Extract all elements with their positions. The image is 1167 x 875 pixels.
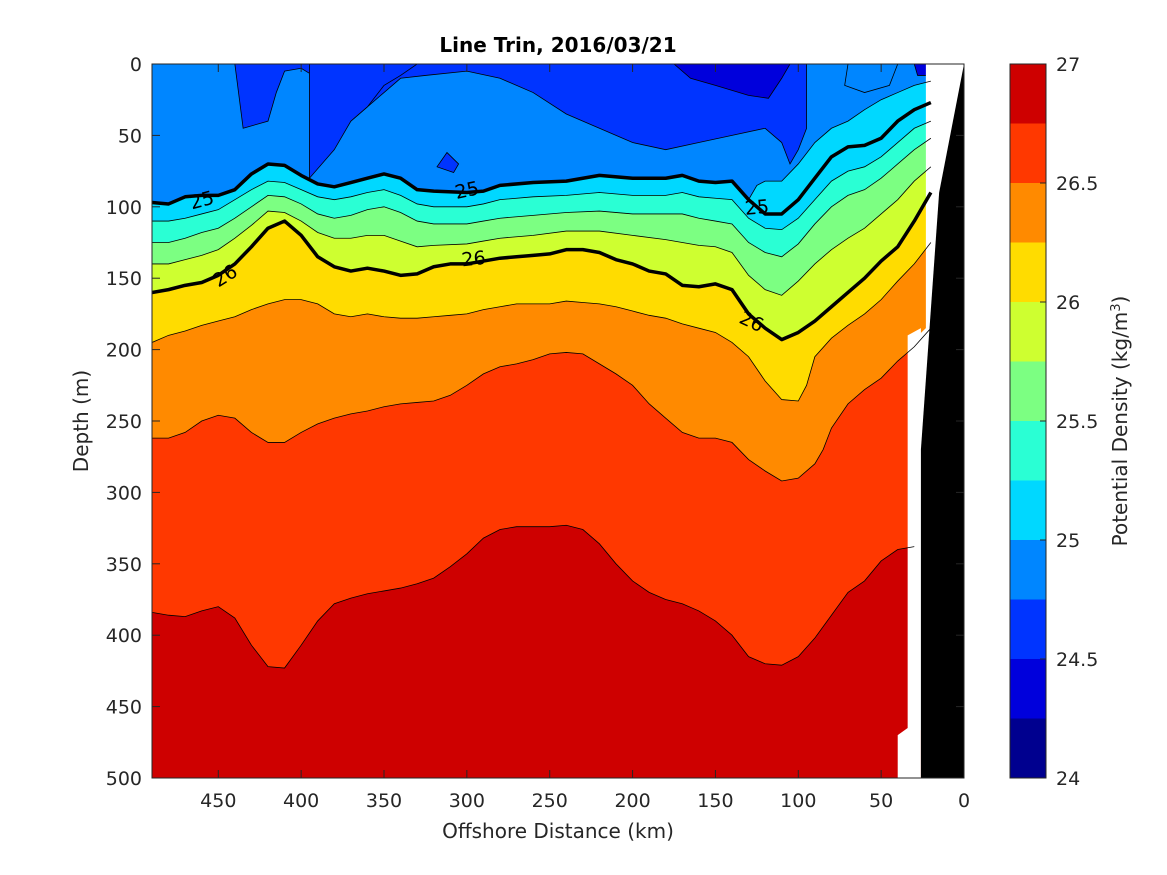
band-24-50-c [436,151,460,174]
chart-title: Line Trin, 2016/03/21 [439,33,676,57]
y-tick-label-150: 150 [106,268,142,290]
y-axis-label: Depth (m) [69,370,93,472]
band-26-75 [152,525,915,778]
y-tick-label-350: 350 [106,554,142,576]
y-tick-label-100: 100 [106,197,142,219]
x-tick-label-200: 200 [614,790,650,812]
colorbar-swatch-9 [1010,183,1046,243]
colorbar-swatch-4 [1010,480,1046,540]
y-tick-label-250: 250 [106,411,142,433]
colorbar-swatch-6 [1010,361,1046,421]
band-25-75-line [152,166,932,296]
colorbar-swatch-10 [1010,123,1046,183]
y-tick-label-200: 200 [106,340,142,362]
colorbar-swatch-5 [1010,421,1046,481]
x-axis: 450 400 350 300 250 200 150 100 50 0 [200,64,970,812]
colorbar-swatch-11 [1010,64,1046,124]
x-tick-label-400: 400 [283,790,319,812]
colorbar-tick-label-24.5: 24.5 [1056,649,1098,671]
y-tick-label-450: 450 [106,697,142,719]
band-24-50-b [309,64,418,180]
colorbar-swatch-1 [1010,659,1046,719]
x-tick-label-0: 0 [958,790,970,812]
band-24-75-b [844,64,899,93]
band-26-75-line [152,524,915,669]
colorbar-tick-label-25: 25 [1056,530,1080,552]
band-26-25-line [152,242,932,402]
x-tick-label-250: 250 [532,790,568,812]
colorbar-swatch-3 [1010,540,1046,600]
contour-25 [152,100,932,216]
x-tick-label-450: 450 [200,790,236,812]
contour-label-4: 26 [460,247,486,271]
band-24-25 [673,64,791,99]
contour-26 [152,191,933,342]
colorbar-tick-label-26.5: 26.5 [1056,173,1098,195]
seafloor [920,64,964,778]
colorbar-label: Potential Density (kg/m3) [1108,296,1132,547]
x-tick-label-150: 150 [697,790,733,812]
y-tick-label-300: 300 [106,482,142,504]
colorbar-tick-label-27: 27 [1056,54,1080,76]
colorbar-tick-label-24: 24 [1056,768,1080,790]
colorbar [1009,63,1047,779]
x-tick-label-50: 50 [869,790,893,812]
band-26-50-line [152,327,932,482]
contour-label-2: 25 [744,196,770,220]
colorbar-label-superscript: 3 [1109,303,1124,311]
colorbar-swatch-8 [1010,242,1046,302]
x-tick-label-350: 350 [366,790,402,812]
contour-label-1: 25 [453,177,481,204]
band-25-50-line [152,137,932,258]
colorbar-tick-label-26: 26 [1056,292,1080,314]
y-tick-label-500: 500 [106,768,142,790]
x-tick-label-300: 300 [449,790,485,812]
colorbar-tick-label-25.5: 25.5 [1056,411,1098,433]
band-25-25-line [152,120,932,231]
x-axis-label: Offshore Distance (km) [442,819,674,843]
colorbar-ticks: 24 24.5 25 25.5 26 26.5 27 [1040,54,1098,790]
nodata-strip [897,328,921,778]
x-tick-label-100: 100 [780,790,816,812]
colorbar-swatch-7 [1010,302,1046,362]
y-tick-label-50: 50 [118,125,142,147]
colorbar-swatch-2 [1010,599,1046,659]
y-tick-label-0: 0 [130,54,142,76]
colorbar-swatch-0 [1010,718,1046,778]
y-tick-label-400: 400 [106,625,142,647]
y-axis: 0 50 100 150 200 250 300 350 400 450 500 [106,54,964,790]
colorbar-label-prefix: Potential Density (kg/m [1108,312,1132,547]
colorbar-label-suffix: ) [1108,296,1132,304]
